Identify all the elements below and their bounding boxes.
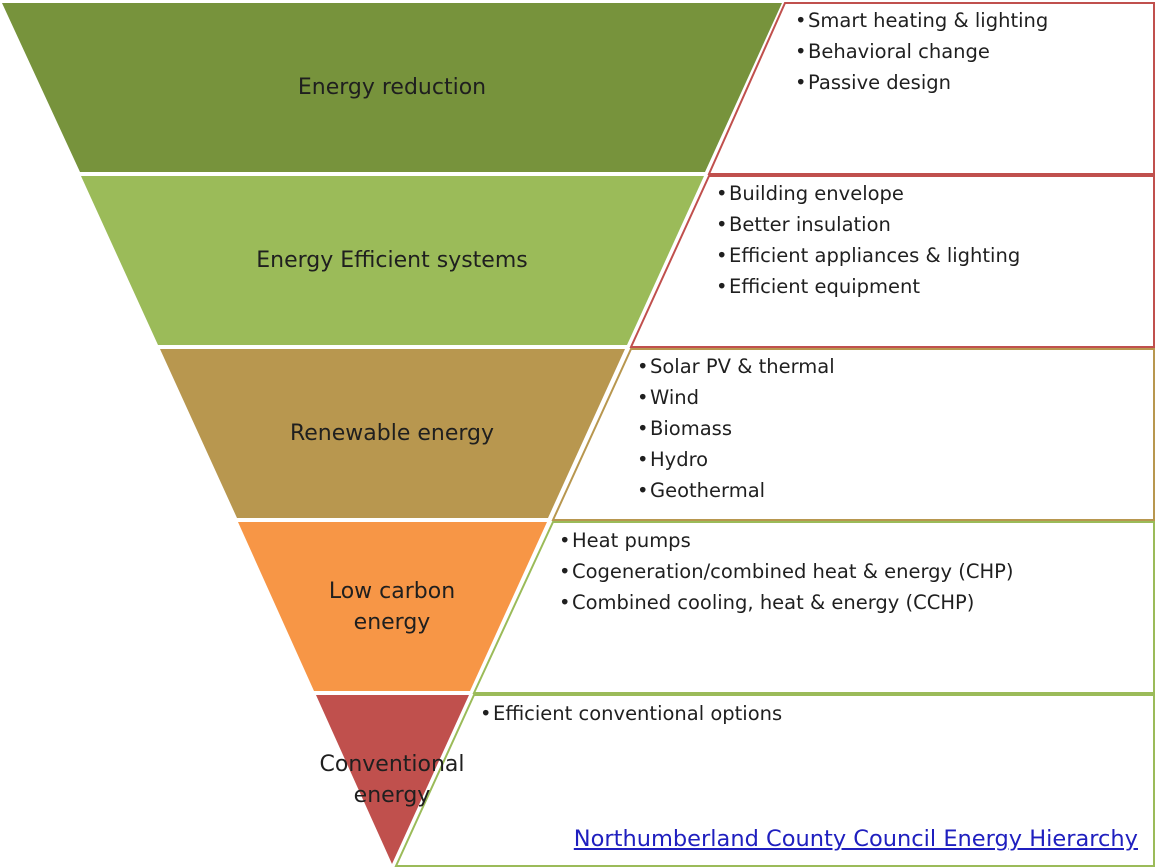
conventional-box [394,694,1155,867]
list-item: Building envelope [716,178,1020,209]
renewable-band [160,349,625,518]
low-carbon-bullets: Heat pumps Cogeneration/combined heat & … [559,525,1014,618]
source-link[interactable]: Northumberland County Council Energy Hie… [573,826,1138,852]
list-item: Solar PV & thermal [637,351,835,382]
reduction-label: Energy reduction [297,75,487,100]
list-item: Smart heating & lighting [795,5,1048,36]
renewable-bullets: Solar PV & thermal Wind Biomass Hydro Ge… [637,351,835,506]
list-item: Heat pumps [559,525,1014,556]
list-item: Hydro [637,444,835,475]
conventional-band [316,695,469,864]
conventional-bullets: Efficient conventional options [480,698,782,729]
low-carbon-band [238,522,547,691]
low-carbon-label: Low carbon energy [328,579,456,635]
list-item: Biomass [637,413,835,444]
reduction-bullets: Smart heating & lighting Behavioral chan… [795,5,1048,98]
list-item: Combined cooling, heat & energy (CCHP) [559,587,1014,618]
list-item: Passive design [795,67,1048,98]
list-item: Efficient conventional options [480,698,782,729]
renewable-label: Renewable energy [289,421,495,446]
list-item: Behavioral change [795,36,1048,67]
efficient-systems-band [81,176,704,345]
list-item: Efficient appliances & lighting [716,240,1020,271]
list-item: Better insulation [716,209,1020,240]
list-item: Geothermal [637,475,835,506]
list-item: Wind [637,382,835,413]
efficient-systems-label: Energy Efficient systems [256,248,528,273]
reduction-band [2,3,782,172]
efficient-systems-bullets: Building envelope Better insulation Effi… [716,178,1020,302]
conventional-label: Conventional energy [319,752,465,808]
list-item: Efficient equipment [716,271,1020,302]
list-item: Cogeneration/combined heat & energy (CHP… [559,556,1014,587]
